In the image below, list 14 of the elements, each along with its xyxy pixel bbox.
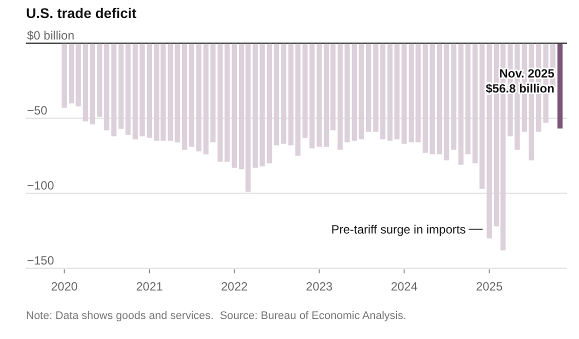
chart-title: U.S. trade deficit (26, 5, 137, 21)
y-tick-label: −50 (27, 103, 48, 118)
y-tick-label: −100 (27, 178, 54, 192)
text: Note: Data shows goods and services. Source: Bureau of Economic Analysis. (26, 310, 406, 322)
x-tick-label: 2024 (390, 279, 418, 294)
x-tick-label: 2023 (306, 279, 333, 294)
x-tick-label: 2025 (476, 279, 503, 294)
x-tick-label: 2020 (50, 279, 78, 294)
y-tick-label: $0 billion (27, 28, 74, 42)
annotation: Pre-tariff surge in imports (331, 222, 466, 236)
x-tick-label: 2022 (221, 279, 248, 294)
y-tick-label: −150 (27, 253, 54, 268)
annotation: Nov. 2025 $56.8 billion (486, 66, 555, 96)
x-tick-label: 2021 (136, 279, 164, 294)
